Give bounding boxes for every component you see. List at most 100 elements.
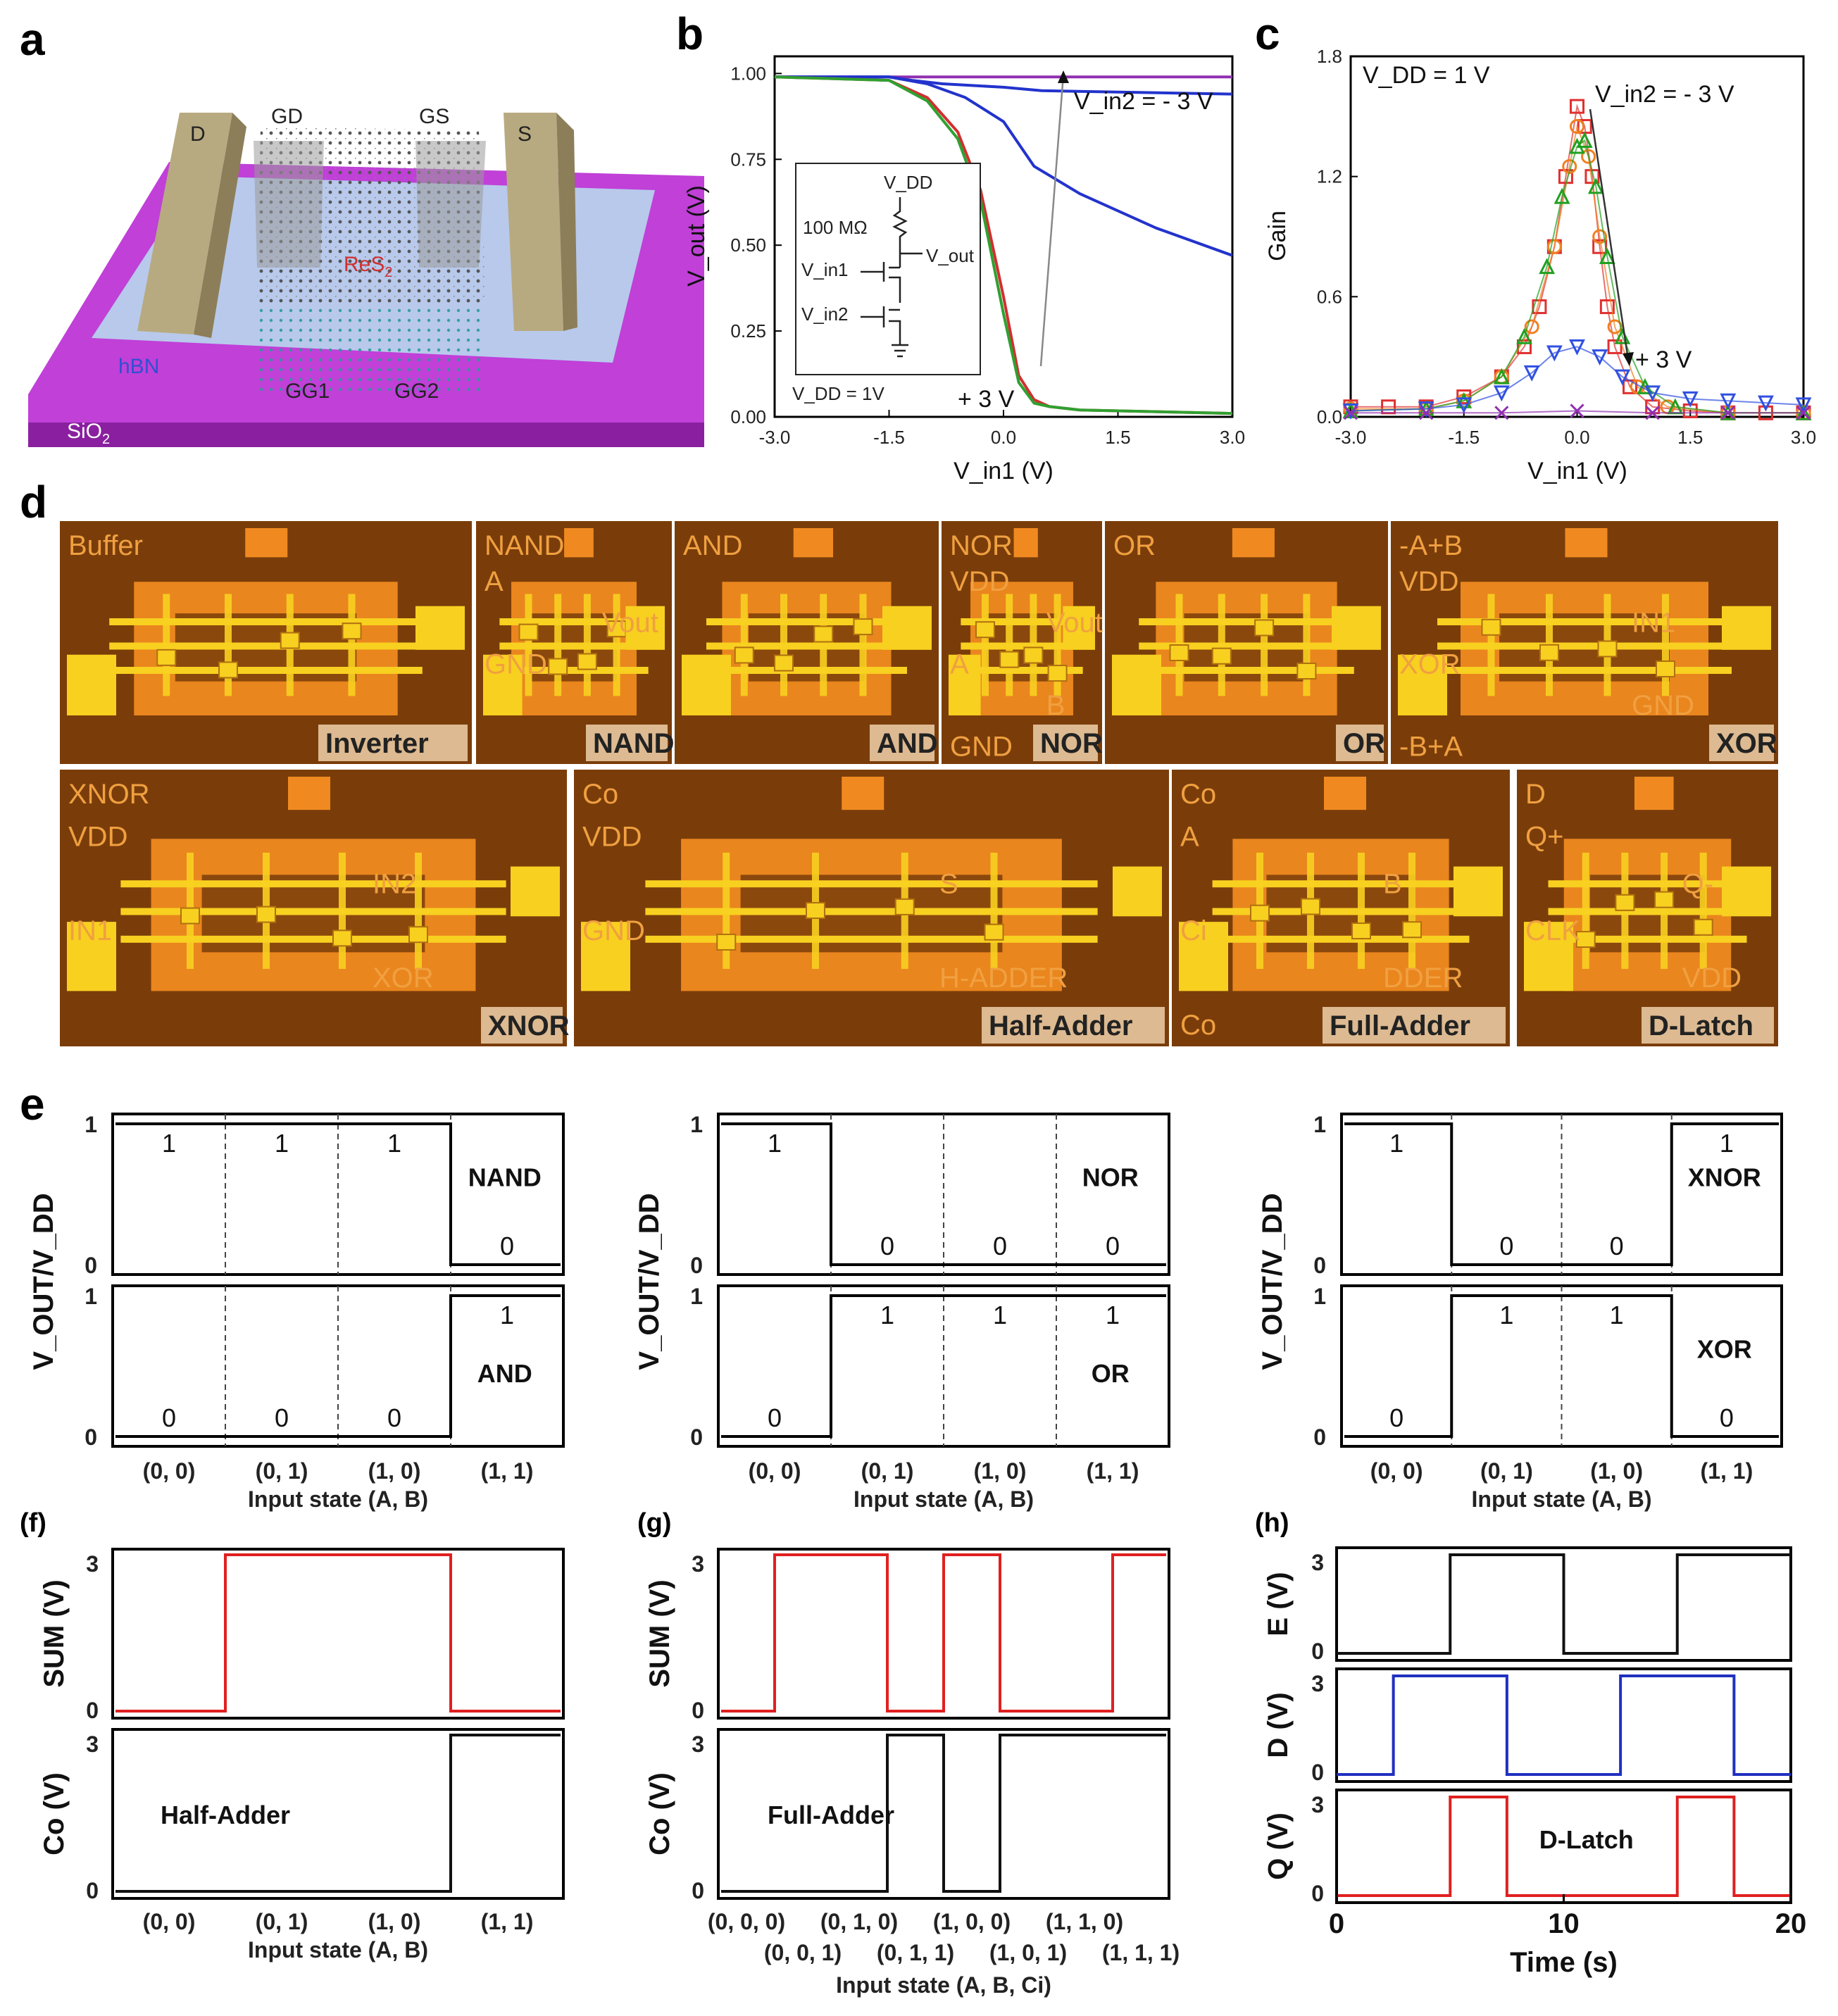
- chart-e-ytick-label: 1: [690, 1112, 703, 1137]
- chart-e-xtick-label: (1, 1): [1087, 1458, 1139, 1484]
- chip-pad: [483, 654, 523, 715]
- chart-g-trace: [721, 1553, 1166, 1713]
- chart-e-ytick-label: 1: [85, 1112, 97, 1137]
- chart-e-value-label: 0: [387, 1403, 401, 1432]
- chip-transistor: [1615, 894, 1635, 911]
- chip-micrographs: BufferInverterNANDNANDAVoutGNDANDANDNORN…: [60, 521, 1778, 1046]
- chart-b-series-2: [775, 75, 1233, 257]
- chart-c-point: [1456, 392, 1473, 408]
- chart-h-trace: [1337, 1674, 1791, 1776]
- chip-label-box: [586, 725, 668, 761]
- arrow-c: [1589, 108, 1630, 360]
- annot-c-vin2: V_in2 = - 3 V: [1595, 81, 1734, 108]
- chart-e-xlabel: Input state (A, B): [1472, 1486, 1652, 1512]
- chip-pad: [1112, 654, 1161, 715]
- chip-trace: [706, 667, 907, 674]
- chip-extra-label: Co: [1180, 1010, 1216, 1041]
- chip-extra-label: IN2: [373, 868, 416, 899]
- chip-top-label: XNOR: [68, 779, 150, 810]
- chart-e-trace: [1344, 1122, 1779, 1266]
- chip-pad: [1722, 606, 1771, 650]
- chip-extra-label: GND: [484, 649, 547, 680]
- chart-g-xtick-label: (1, 0, 0): [933, 1909, 1011, 1934]
- chip-nor: NOR NOR VDD Vout A B GND: [942, 521, 1103, 764]
- chart-c-point: [1795, 397, 1812, 414]
- chart-e-value-label: 0: [1720, 1403, 1734, 1432]
- chip-transistor: [332, 929, 352, 947]
- arrow-b-head: [1058, 70, 1069, 83]
- chip-trace: [1548, 935, 1747, 943]
- chip-trace: [1139, 667, 1354, 674]
- chart-e-value-label: 0: [1610, 1232, 1624, 1260]
- chip-top-label: OR: [1113, 530, 1156, 561]
- chip-transistor: [577, 653, 597, 670]
- chip-pad: [288, 777, 330, 810]
- chip-trace: [1054, 594, 1061, 696]
- chip-trace: [1487, 594, 1495, 696]
- chart-c-series-line-0: [1351, 104, 1803, 414]
- chart-c-point: [1493, 368, 1510, 384]
- chart-c-point: [1569, 339, 1585, 356]
- chip-extra-label: A: [1180, 822, 1199, 853]
- label-s: S: [518, 123, 532, 146]
- chart-e-xlabel: Input state (A, B): [854, 1486, 1034, 1512]
- chip-trace: [120, 908, 506, 915]
- chip-transistor: [1597, 640, 1618, 658]
- label-res2: ReS2: [344, 253, 392, 280]
- chip-extra-label: Vout: [1046, 608, 1103, 639]
- chart-f-ytick-label: 0: [86, 1698, 99, 1723]
- chip-extra-label: IN1: [68, 915, 112, 946]
- chip-pad: [882, 606, 932, 650]
- chip-trace: [1218, 594, 1225, 696]
- chart-b: -3.0 -1.5 0.0 1.5 3.0 0.00 0.25 0.50 0.75 1.00 V_…: [683, 55, 1245, 484]
- chip-label-box: [1323, 1007, 1506, 1044]
- chip-trace: [120, 880, 506, 888]
- chip-bottom-label: AND: [877, 728, 938, 759]
- chart-h-ylabel: Q (V): [1263, 1812, 1294, 1880]
- chart-f-xtick-label: (0, 1): [256, 1909, 308, 1934]
- chip-trace: [1358, 852, 1365, 969]
- chart-c-point: [1599, 299, 1615, 315]
- chip-xnor: XNOR XNOR VDD IN2 IN1 XOR: [60, 770, 570, 1046]
- chip-transistor: [1402, 921, 1422, 939]
- chip-transistor: [1254, 619, 1275, 637]
- chip-pad: [1013, 528, 1038, 558]
- chip-pad: [564, 528, 594, 558]
- chip-transistor: [1023, 646, 1044, 664]
- chart-c-point: [1456, 397, 1473, 414]
- chart-e-ylabel: V_OUT/V_DD: [1257, 1193, 1288, 1370]
- inset-schematic: [861, 197, 923, 358]
- chip-transistor: [999, 651, 1020, 668]
- chip-bottom-label: Half-Adder: [989, 1010, 1132, 1041]
- chip-extra-label: XOR: [1399, 649, 1461, 680]
- chart-g-xtick-label: (0, 0, 1): [764, 1940, 842, 1965]
- chip-transistor: [734, 646, 754, 664]
- label-gs: GS: [419, 105, 449, 128]
- chip-transistor: [1211, 647, 1232, 665]
- chart-c-ytick-label: 0.0: [1317, 406, 1342, 427]
- chip-extra-label: B: [1383, 868, 1402, 899]
- chip-trace: [982, 594, 989, 696]
- chart-c-point: [1644, 385, 1661, 402]
- annot-c-vdd: V_DD = 1 V: [1363, 62, 1490, 89]
- chart-c-point: [1570, 403, 1584, 418]
- chip-trace: [225, 594, 232, 696]
- chip-top-label: Co: [1180, 779, 1216, 810]
- chart-b-xtick-label: 3.0: [1220, 427, 1245, 448]
- chip-extra-label: VDD: [1682, 963, 1742, 994]
- chip-extra-label: VDD: [1399, 566, 1458, 597]
- chart-h-ytick-label: 3: [1311, 1550, 1324, 1575]
- chart-b-xtick-label: 1.5: [1105, 427, 1130, 448]
- chip-xor: -A+B XOR VDD IN1 XOR GND -B+A: [1391, 521, 1778, 764]
- chart-f-xtick-label: (1, 1): [481, 1909, 534, 1934]
- chip-extra-label: GND: [582, 915, 645, 946]
- chip-bottom-label: Full-Adder: [1330, 1010, 1470, 1041]
- chip-trace: [163, 594, 170, 696]
- chart-c-point: [1524, 319, 1539, 334]
- inset-vout: V_out: [926, 245, 975, 266]
- chart-h-frame: [1335, 1667, 1792, 1783]
- panel-label-c: c: [1255, 8, 1280, 59]
- chip-bottom-label: XNOR: [488, 1010, 570, 1041]
